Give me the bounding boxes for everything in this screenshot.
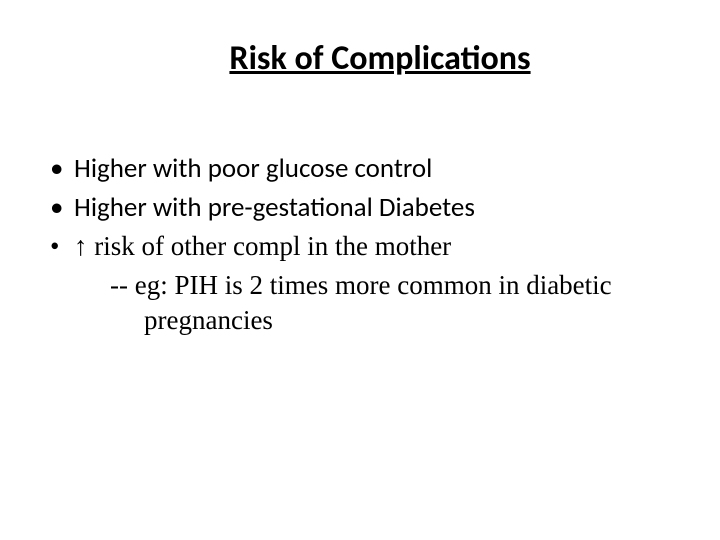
sub-line: -- eg: PIH is 2 times more common in dia… <box>74 268 680 338</box>
bullet-item: ↑ risk of other compl in the mother <box>50 229 680 264</box>
slide: Risk of Complications Higher with poor g… <box>0 0 720 540</box>
bullet-item: Higher with pre-gestational Diabetes <box>50 190 680 225</box>
slide-title: Risk of Complications <box>80 38 680 79</box>
bullet-list: Higher with poor glucose control Higher … <box>40 151 680 264</box>
bullet-item: Higher with poor glucose control <box>50 151 680 186</box>
